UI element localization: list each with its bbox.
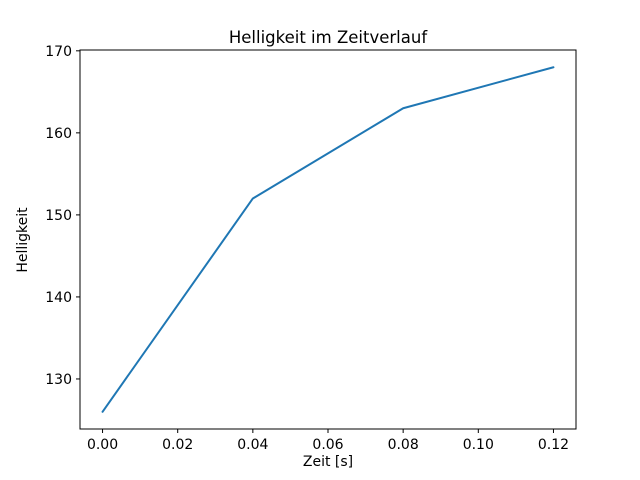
brightness-line bbox=[101, 66, 555, 413]
x-tick-label: 0.08 bbox=[388, 437, 419, 453]
chart-title: Helligkeit im Zeitverlauf bbox=[229, 28, 428, 47]
x-axis-label: Zeit [s] bbox=[303, 454, 353, 470]
y-tick-label: 140 bbox=[45, 290, 72, 306]
x-tick-label: 0.10 bbox=[463, 437, 494, 453]
data-series bbox=[101, 66, 555, 413]
y-tick-label: 160 bbox=[45, 126, 72, 142]
x-tick-label: 0.12 bbox=[538, 437, 569, 453]
x-tick-label: 0.04 bbox=[237, 437, 268, 453]
x-tick-label: 0.00 bbox=[87, 437, 118, 453]
y-tick-label: 130 bbox=[45, 372, 72, 388]
x-tick-label: 0.02 bbox=[162, 437, 193, 453]
y-tick-label: 170 bbox=[45, 44, 72, 60]
y-axis-label: Helligkeit bbox=[15, 207, 31, 273]
x-tick-label: 0.06 bbox=[312, 437, 343, 453]
plot-border bbox=[79, 49, 577, 430]
tick-marks: 0.00 0.02 0.04 0.06 0.08 0.10 0.12 130 140 150 160… bbox=[45, 44, 569, 453]
axes bbox=[79, 49, 577, 430]
y-tick-label: 150 bbox=[45, 208, 72, 224]
